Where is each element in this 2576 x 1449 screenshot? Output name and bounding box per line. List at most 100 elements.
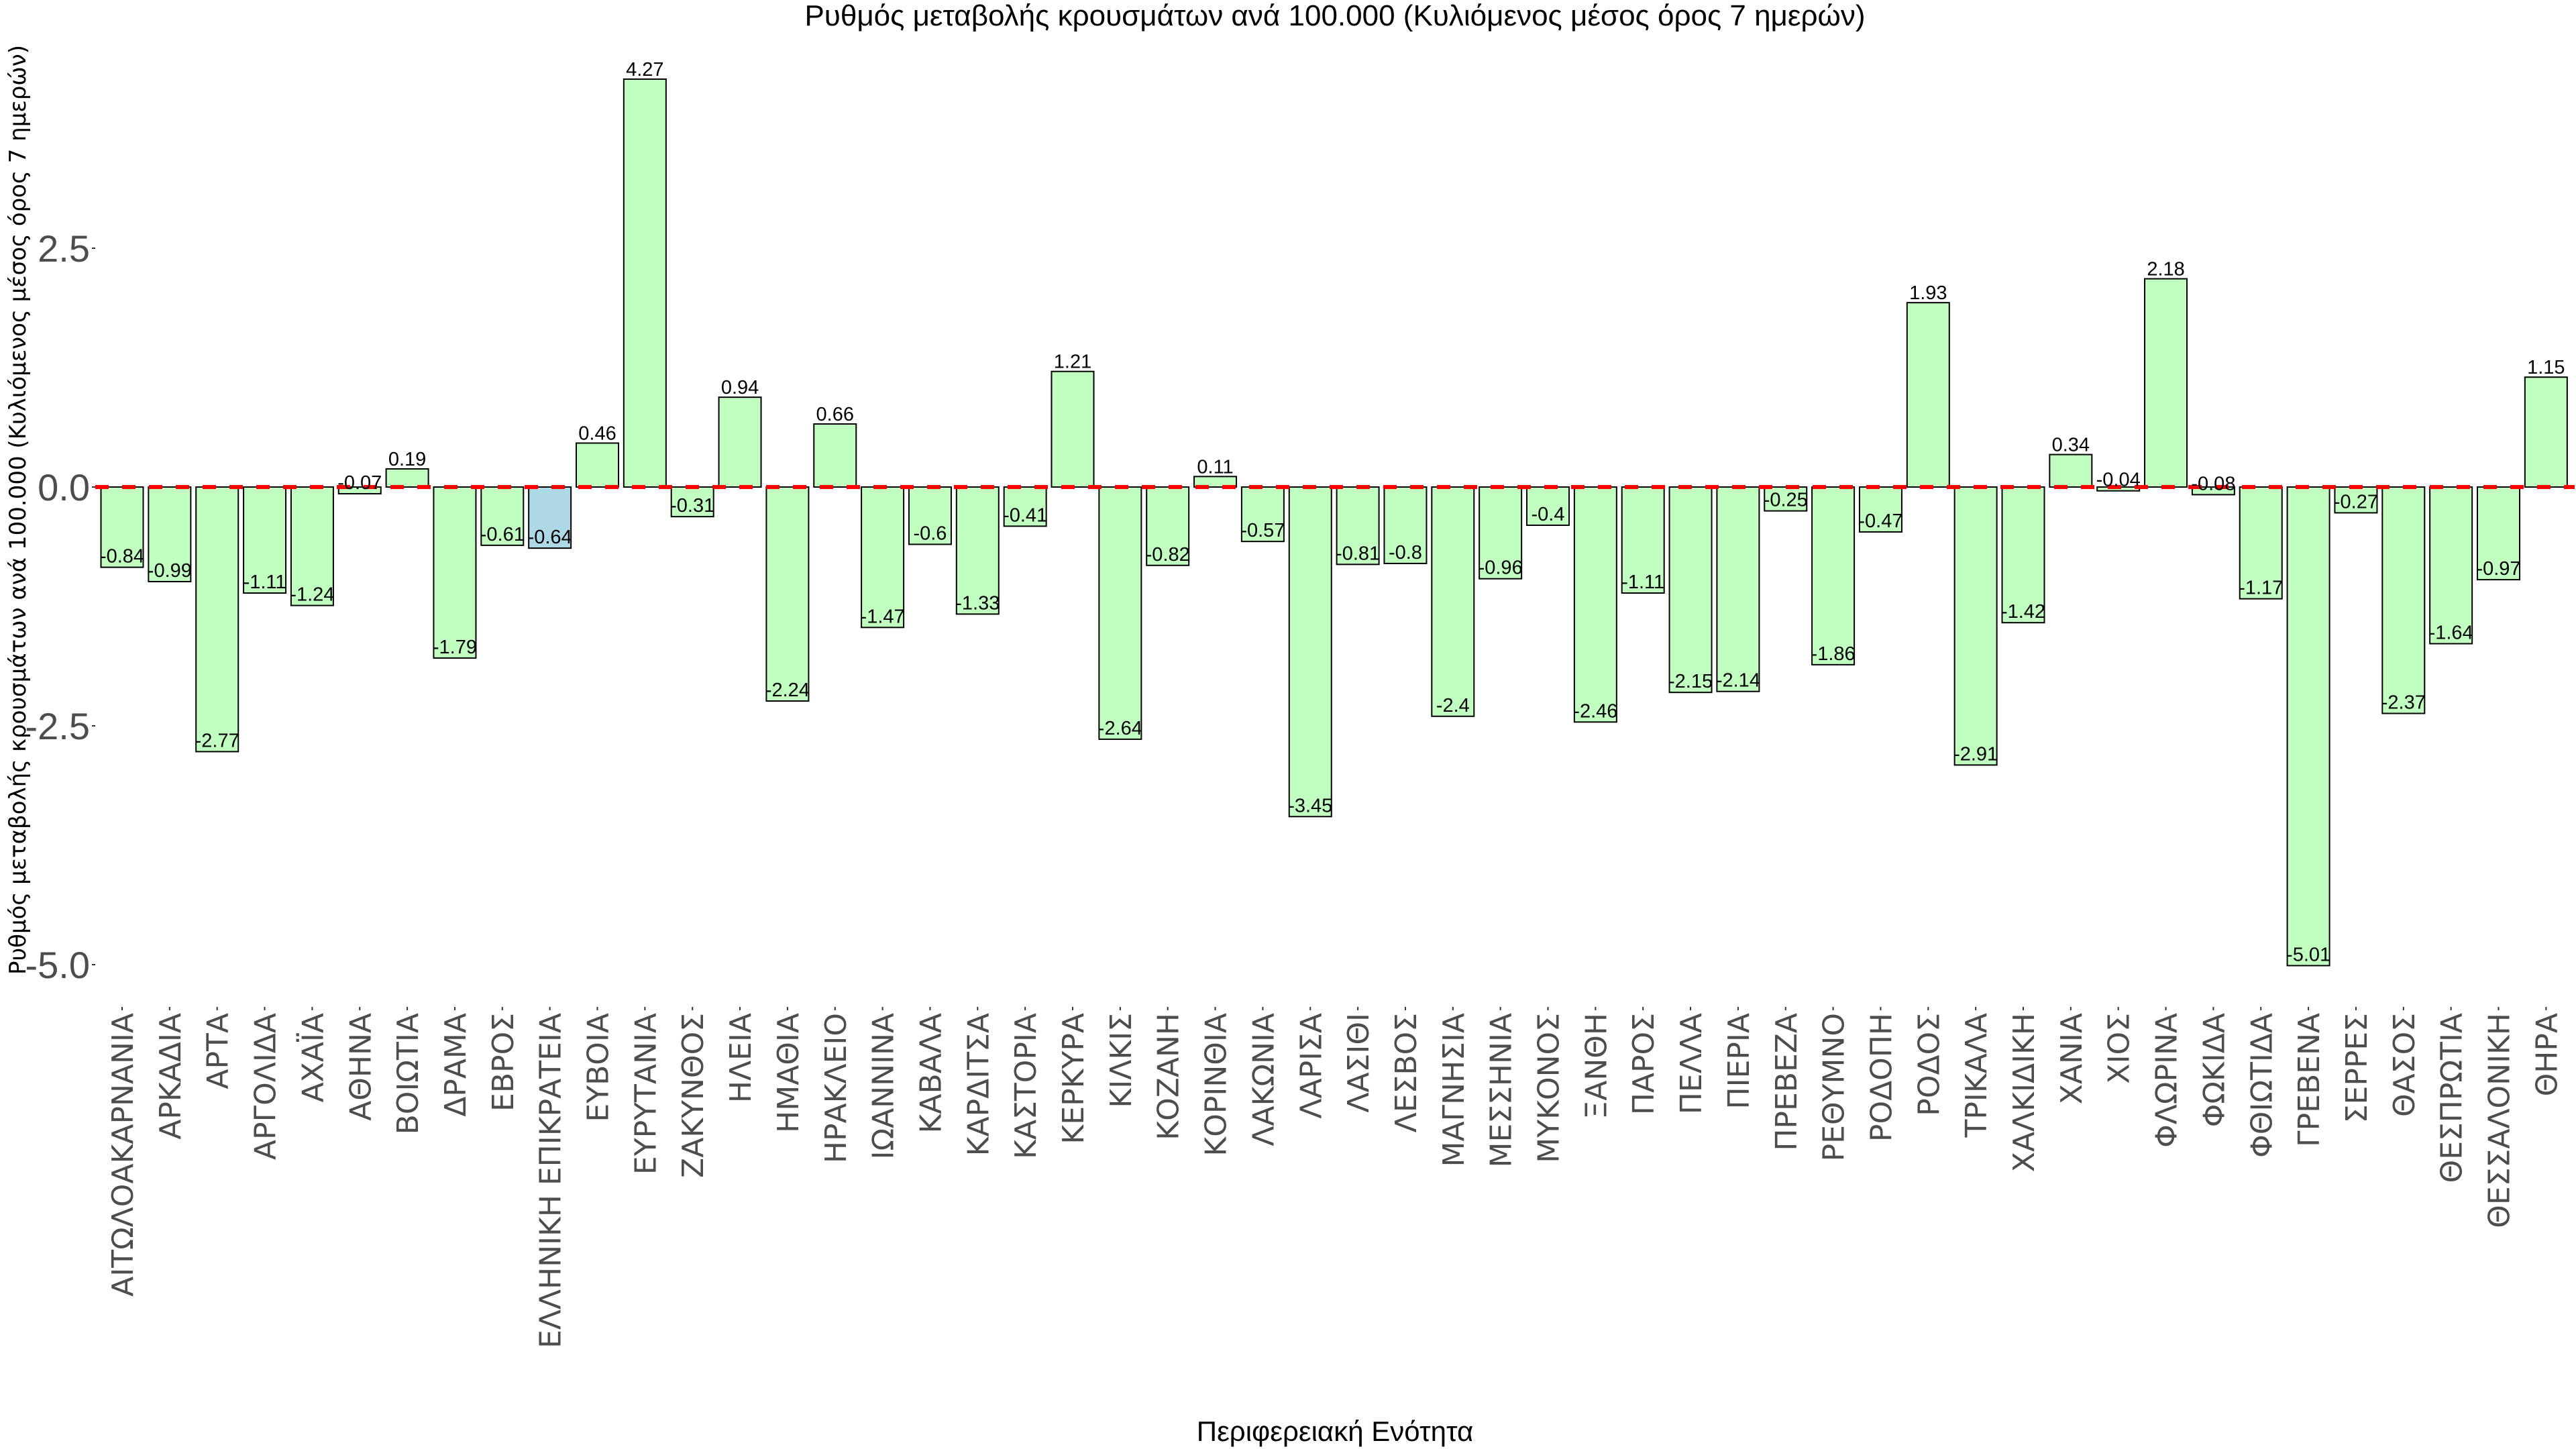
bar-value-label: -0.57 — [1240, 520, 1285, 541]
bar-value-label: -1.33 — [955, 592, 1000, 614]
x-tick-label: ΜΑΓΝΗΣΙΑ — [1437, 1013, 1471, 1167]
bar — [2191, 486, 2235, 496]
bar-value-label: -1.11 — [244, 572, 286, 593]
bar — [2286, 486, 2330, 967]
bar-value-label: -1.47 — [861, 606, 905, 627]
bar — [2239, 486, 2283, 600]
bar-value-label: -0.41 — [1003, 504, 1047, 526]
x-tick-label: ΘΑΣΟΣ — [2387, 1013, 2422, 1117]
bar — [1146, 486, 1190, 566]
bar-value-label: -2.4 — [1436, 695, 1470, 716]
bar — [2524, 376, 2568, 488]
bar — [1716, 486, 1760, 692]
bar-value-label: -0.61 — [480, 524, 525, 545]
bar-value-label: -0.27 — [2334, 491, 2378, 513]
chart-title: Ρυθμός μεταβολής κρουσμάτων ανά 100.000 … — [804, 0, 1865, 32]
y-tick-label: 0.0 — [38, 466, 90, 508]
bar-value-label: -2.91 — [1953, 743, 1998, 765]
y-tick-label: -5.0 — [25, 944, 91, 986]
x-tick-label: ΔΡΑΜΑ — [439, 1013, 473, 1117]
bar — [195, 486, 239, 753]
bar — [480, 486, 525, 546]
bar — [2477, 486, 2520, 581]
x-tick-label: ΑΙΤΩΛΟΑΚΑΡΝΑΝΙΑ — [106, 1013, 140, 1297]
x-tick-label: ΜΕΣΣΗΝΙΑ — [1485, 1013, 1519, 1167]
bar-value-label: -1.79 — [433, 637, 477, 658]
x-tick-label: ΗΡΑΚΛΕΙΟ — [819, 1013, 853, 1163]
x-tick-label: ΒΟΙΩΤΙΑ — [391, 1013, 425, 1134]
bar-value-label: -0.4 — [1532, 504, 1565, 525]
x-tick-label: ΧΑΝΙΑ — [2055, 1013, 2089, 1104]
bar-value-label: -1.17 — [2239, 578, 2283, 599]
x-tick-label: ΧΑΛΚΙΔΙΚΗ — [2007, 1013, 2041, 1172]
x-tick-label: ΛΑΣΙΘΙ — [1342, 1013, 1376, 1113]
bar — [1431, 486, 1475, 717]
bars-group — [100, 78, 2568, 967]
x-tick-label: ΑΡΚΑΔΙΑ — [154, 1013, 188, 1140]
x-tick-label: ΚΑΒΑΛΑ — [914, 1013, 948, 1133]
x-tick-label: ΗΜΑΘΙΑ — [771, 1013, 806, 1133]
bar-value-label: -1.24 — [290, 584, 334, 606]
bar — [1621, 486, 1665, 594]
bar-value-label: -0.64 — [528, 527, 572, 548]
bar-value-label: -1.86 — [1811, 643, 1856, 665]
bar — [1906, 302, 1950, 488]
bar — [1051, 370, 1095, 488]
bar — [2144, 278, 2188, 488]
bar-value-label: -0.84 — [100, 546, 144, 568]
bar — [2429, 486, 2473, 645]
bar — [1953, 486, 1998, 766]
bar-value-label: -0.82 — [1146, 544, 1190, 566]
bar — [861, 486, 905, 629]
bar-value-label: -0.04 — [2096, 470, 2141, 491]
bar — [718, 396, 762, 488]
bar-value-label: 0.46 — [578, 423, 616, 444]
x-tick-label: ΛΕΣΒΟΣ — [1389, 1013, 1424, 1132]
bar — [908, 486, 952, 545]
bar — [813, 423, 857, 488]
bar-value-label: 1.21 — [1054, 352, 1091, 373]
bar-value-label: -0.8 — [1389, 542, 1422, 564]
bar — [765, 486, 810, 702]
bar-value-label: -2.77 — [195, 730, 239, 751]
bar — [290, 486, 334, 606]
y-axis: 2.5 0.0 -2.5 -5.0 — [25, 227, 95, 986]
bar-value-label: -0.6 — [913, 523, 947, 544]
bar — [337, 486, 382, 494]
x-tick-label: ΕΥΒΟΙΑ — [582, 1013, 616, 1122]
x-tick-label: ΑΧΑΪΑ — [294, 1013, 330, 1102]
bar-value-label: -0.99 — [148, 560, 192, 582]
x-tick-label: ΠΕΛΛΑ — [1674, 1013, 1709, 1114]
bar-value-label: -3.45 — [1288, 795, 1332, 816]
bar — [1193, 476, 1238, 488]
x-axis: ΑΙΤΩΛΟΑΚΑΡΝΑΝΙΑ ΑΡΚΑΔΙΑ ΑΡΤΑ ΑΡΓΟΛΙΔΑ ΑΧΑΪΑ Α… — [106, 1007, 2564, 1348]
bar-value-label: -1.11 — [1621, 572, 1664, 593]
bar — [1573, 486, 1617, 723]
bar-value-label: -0.81 — [1336, 543, 1380, 564]
bar-value-label: 0.19 — [388, 449, 426, 470]
bar — [1336, 486, 1380, 566]
x-tick-label: ΦΩΚΙΔΑ — [2197, 1013, 2231, 1127]
bar — [955, 486, 1000, 615]
x-tick-label: ΧΙΟΣ — [2102, 1013, 2137, 1084]
bar — [433, 486, 477, 659]
x-tick-label: ΠΙΕΡΙΑ — [1722, 1013, 1756, 1109]
x-tick-label: ΕΥΡΥΤΑΝΙΑ — [629, 1013, 663, 1175]
x-tick-label: ΑΡΤΑ — [201, 1013, 235, 1089]
bar-value-label: -2.15 — [1668, 671, 1713, 692]
x-tick-label: ΡΟΔΟΠΗ — [1864, 1013, 1898, 1142]
bar — [2334, 486, 2378, 514]
bar-value-label: 2.18 — [2147, 259, 2184, 280]
bar — [1858, 486, 1902, 533]
bar-value-label: 0.34 — [2052, 435, 2090, 456]
x-tick-label: ΚΕΡΚΥΡΑ — [1057, 1013, 1091, 1144]
x-tick-label: ΦΘΙΩΤΙΔΑ — [2245, 1013, 2279, 1158]
x-axis-title: Περιφερειακή Ενότητα — [1197, 1415, 1474, 1447]
x-tick-label: ΚΟΡΙΝΘΙΑ — [1199, 1013, 1234, 1157]
x-tick-label: ΗΛΕΙΑ — [724, 1013, 758, 1103]
bar-value-label: -0.47 — [1858, 511, 1902, 532]
bar — [1288, 486, 1332, 818]
bar-value-label: 1.15 — [2527, 357, 2565, 378]
y-axis-title: Ρυθμός μεταβολής κρουσμάτων ανά 100.000 … — [5, 45, 32, 975]
x-tick-label: ΦΛΩΡΙΝΑ — [2150, 1013, 2184, 1148]
